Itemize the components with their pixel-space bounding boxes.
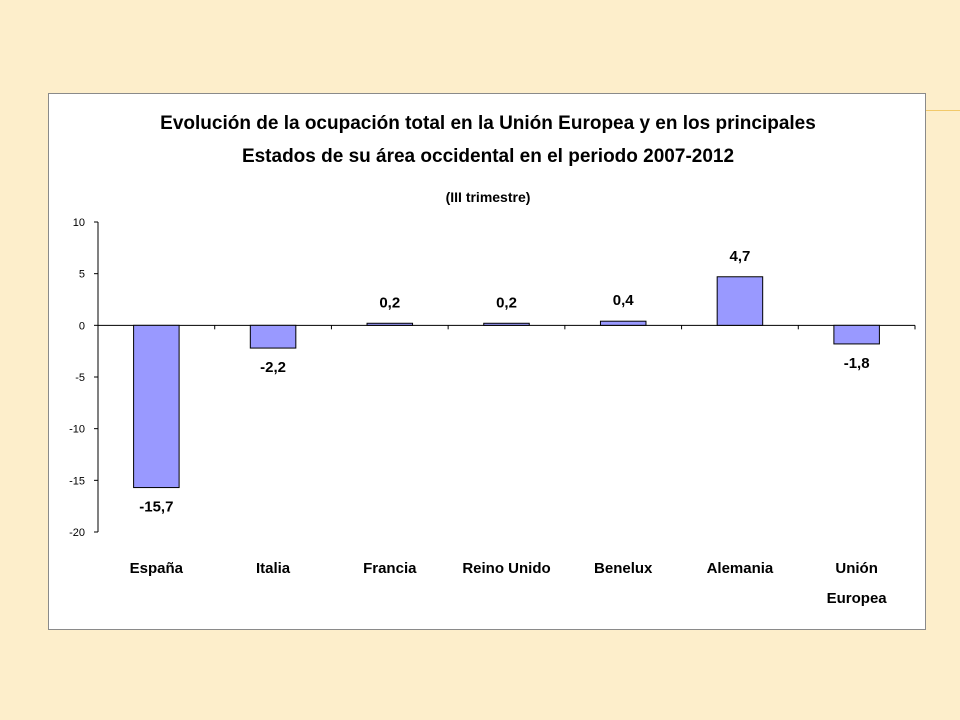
data-label: -15,7: [139, 499, 173, 516]
bar: [833, 324, 880, 345]
category-label: Europea: [827, 590, 888, 607]
category-label: Alemania: [707, 560, 774, 577]
bar: [366, 322, 414, 326]
chart-subtitle: (III trimestre): [446, 189, 531, 205]
y-tick-label: -10: [69, 424, 85, 436]
data-label: 0,4: [613, 292, 635, 309]
decorative-line: [926, 110, 960, 111]
bar: [249, 324, 297, 349]
bar: [599, 320, 647, 326]
data-label: -1,8: [844, 355, 870, 372]
chart-labels: -15,7 España -2,2 Italia 0,2 Francia 0,2 Reino …: [130, 248, 888, 607]
category-label: Francia: [363, 560, 417, 577]
y-tick-label: -5: [75, 372, 85, 384]
y-tick-label: -20: [69, 527, 85, 539]
y-tick-label: 10: [73, 217, 85, 229]
chart-axes: 10 5 0 -5 -10 -15 -20: [69, 217, 916, 539]
category-label: Italia: [256, 560, 291, 577]
chart-frame: Evolución de la ocupación total en la Un…: [48, 93, 926, 630]
y-tick-label: -15: [69, 475, 85, 487]
chart-bars: [133, 276, 880, 489]
data-label: 0,2: [379, 294, 400, 311]
y-tick-label: 0: [79, 320, 85, 332]
y-tick-label: 5: [79, 269, 85, 281]
bar: [133, 324, 180, 489]
data-label: 0,2: [496, 294, 517, 311]
category-label: Reino Unido: [462, 560, 550, 577]
data-label: -2,2: [260, 359, 286, 376]
category-label: España: [130, 560, 184, 577]
bar: [483, 322, 530, 326]
category-label: Benelux: [594, 560, 653, 577]
chart-title-line-2: Estados de su área occidental en el peri…: [242, 146, 734, 167]
category-label: Unión: [835, 560, 878, 577]
chart-svg: Evolución de la ocupación total en la Un…: [69, 113, 916, 607]
chart-title-line-1: Evolución de la ocupación total en la Un…: [160, 113, 816, 134]
bar: [716, 276, 764, 326]
data-label: 4,7: [729, 248, 750, 265]
